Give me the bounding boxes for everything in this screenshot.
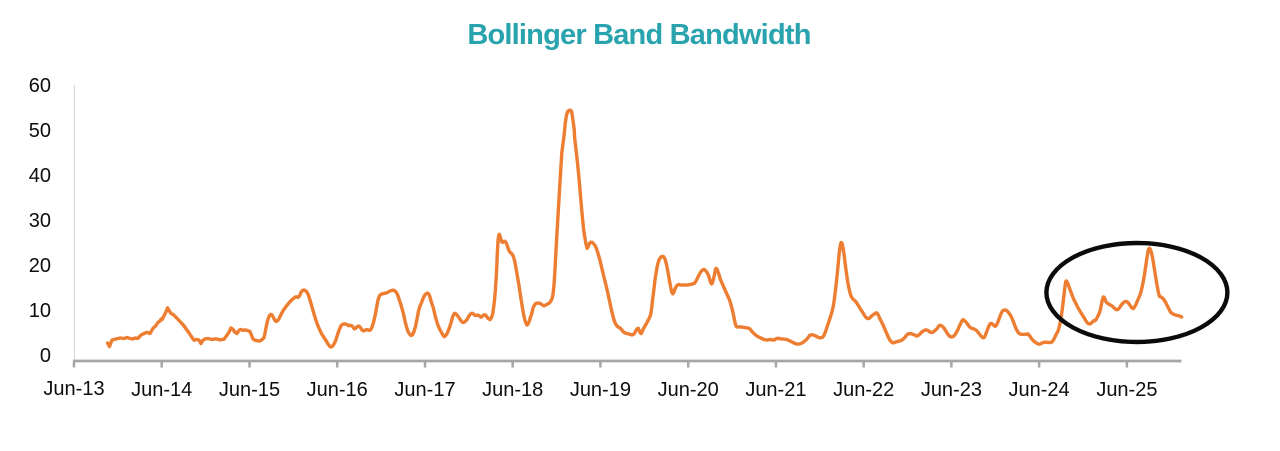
svg-text:Jun-16: Jun-16 <box>307 379 368 401</box>
svg-text:20: 20 <box>29 255 51 277</box>
svg-text:Jun-19: Jun-19 <box>570 379 631 401</box>
svg-text:Jun-24: Jun-24 <box>1009 379 1070 401</box>
svg-text:10: 10 <box>29 300 51 322</box>
svg-text:Jun-23: Jun-23 <box>921 379 982 401</box>
svg-text:Jun-18: Jun-18 <box>482 379 543 401</box>
svg-text:Jun-14: Jun-14 <box>131 379 192 401</box>
svg-text:Jun-20: Jun-20 <box>658 379 719 401</box>
svg-text:30: 30 <box>29 210 51 232</box>
svg-text:40: 40 <box>29 165 51 187</box>
svg-text:0: 0 <box>40 345 51 367</box>
svg-text:Jun-21: Jun-21 <box>745 379 806 401</box>
svg-text:Jun-22: Jun-22 <box>833 379 894 401</box>
svg-text:Jun-17: Jun-17 <box>394 379 455 401</box>
svg-text:Bollinger Band Bandwidth: Bollinger Band Bandwidth <box>467 19 810 51</box>
svg-text:Jun-13: Jun-13 <box>43 378 104 400</box>
svg-text:Jun-25: Jun-25 <box>1096 379 1157 401</box>
svg-text:60: 60 <box>29 75 51 97</box>
svg-text:Jun-15: Jun-15 <box>219 379 280 401</box>
svg-text:50: 50 <box>29 120 51 142</box>
